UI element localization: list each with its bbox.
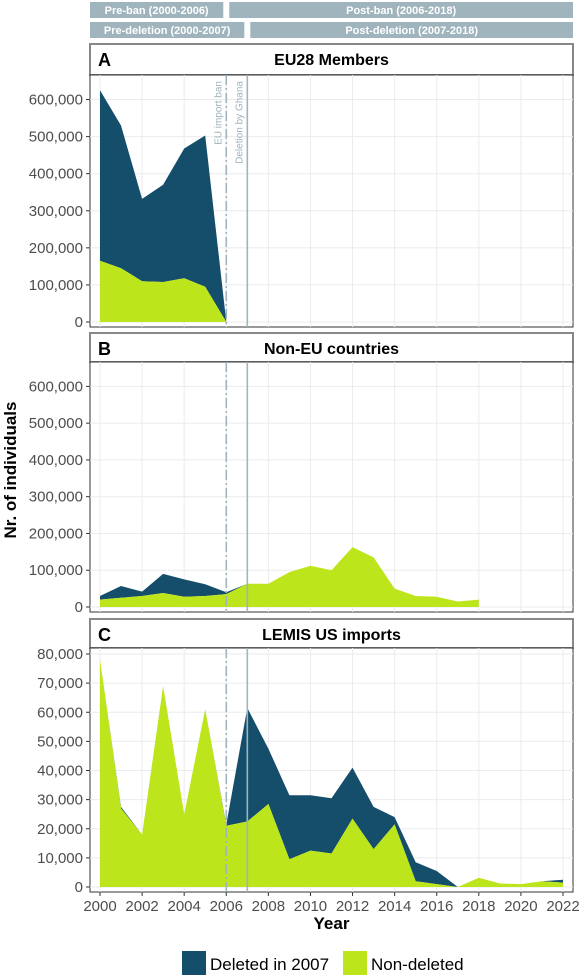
panel-title: EU28 Members bbox=[274, 52, 389, 69]
x-tick-label: 2004 bbox=[167, 898, 200, 915]
y-tick-label: 600,000 bbox=[29, 92, 83, 109]
panel-title: Non-EU countries bbox=[264, 341, 399, 358]
x-tick-label: 2010 bbox=[294, 898, 327, 915]
period-band bbox=[90, 2, 224, 18]
y-tick-label: 300,000 bbox=[29, 489, 83, 506]
y-tick-label: 500,000 bbox=[29, 129, 83, 146]
x-tick-label: 2020 bbox=[504, 898, 537, 915]
y-tick-label: 80,000 bbox=[37, 646, 83, 663]
area-deleted bbox=[100, 90, 227, 322]
y-tick-label: 60,000 bbox=[37, 704, 83, 721]
y-tick-label: 0 bbox=[75, 599, 83, 616]
area-deleted bbox=[100, 659, 563, 887]
legend-swatch-non-deleted bbox=[343, 951, 367, 975]
y-tick-label: 500,000 bbox=[29, 415, 83, 432]
y-tick-label: 200,000 bbox=[29, 240, 83, 257]
x-tick-label: 2000 bbox=[83, 898, 116, 915]
x-axis: 2000 2002 2004 2006 2008 2010 2012 2014 2016 2018… bbox=[83, 892, 580, 915]
x-axis-title: Year bbox=[314, 914, 350, 933]
y-tick-label: 400,000 bbox=[29, 166, 83, 183]
x-tick-label: 2014 bbox=[378, 898, 411, 915]
panel-title: LEMIS US imports bbox=[262, 627, 401, 644]
area-deleted bbox=[100, 547, 479, 602]
period-band bbox=[90, 22, 245, 38]
panel-letter: A bbox=[98, 50, 111, 70]
area-non-deleted bbox=[100, 260, 227, 322]
panel-a: A EU28 Members 0 100,000 200,000 300,000 400,0… bbox=[29, 43, 574, 331]
area-non-deleted bbox=[100, 547, 479, 607]
panel-strip bbox=[89, 618, 574, 649]
y-tick-label: 100,000 bbox=[29, 562, 83, 579]
panels: A EU28 Members 0 100,000 200,000 300,000 400,0… bbox=[29, 43, 574, 896]
y-tick-label: 0 bbox=[75, 314, 83, 331]
y-tick-label: 300,000 bbox=[29, 203, 83, 220]
period-band-label: Pre-ban (2000-2006) bbox=[105, 5, 209, 17]
y-axis-title: Nr. of individuals bbox=[1, 402, 20, 539]
x-tick-label: 2006 bbox=[210, 898, 243, 915]
panel-c: C LEMIS US imports 0 10,000 20,000 30,000 40,0… bbox=[37, 618, 574, 896]
x-tick-label: 2022 bbox=[546, 898, 579, 915]
legend: Deleted in 2007 Non-deleted bbox=[182, 951, 464, 975]
panel-letter: C bbox=[98, 625, 111, 645]
y-tick-label: 400,000 bbox=[29, 452, 83, 469]
x-tick-label: 2008 bbox=[252, 898, 285, 915]
import-ban-label: EU import ban bbox=[213, 81, 224, 145]
y-tick-label: 100,000 bbox=[29, 277, 83, 294]
y-tick-label: 50,000 bbox=[37, 733, 83, 750]
legend-label-non-deleted: Non-deleted bbox=[371, 955, 464, 974]
y-tick-label: 70,000 bbox=[37, 675, 83, 692]
panel-strip bbox=[89, 43, 574, 76]
deletion-line-label: Deletion by Ghana bbox=[234, 81, 245, 164]
y-tick-label: 30,000 bbox=[37, 792, 83, 809]
area-non-deleted bbox=[100, 659, 563, 887]
y-tick-label: 10,000 bbox=[37, 850, 83, 867]
y-tick-label: 20,000 bbox=[37, 821, 83, 838]
panel-strip bbox=[89, 332, 574, 363]
panel-letter: B bbox=[98, 339, 111, 359]
period-bands: Pre-ban (2000-2006) Post-ban (2006-2018) P… bbox=[90, 2, 574, 38]
period-band bbox=[250, 22, 573, 38]
legend-label-deleted: Deleted in 2007 bbox=[210, 955, 329, 974]
y-tick-label: 40,000 bbox=[37, 763, 83, 780]
legend-swatch-deleted bbox=[182, 951, 206, 975]
x-tick-label: 2018 bbox=[462, 898, 495, 915]
y-tick-label: 0 bbox=[75, 879, 83, 896]
period-band-label: Post-ban (2006-2018) bbox=[346, 5, 456, 17]
y-tick-label: 600,000 bbox=[29, 378, 83, 395]
y-tick-label: 200,000 bbox=[29, 525, 83, 542]
panel-b: B Non-EU countries 0 100,000 200,000 300,000 4… bbox=[29, 332, 574, 616]
period-band-label: Post-deletion (2007-2018) bbox=[345, 25, 478, 37]
x-tick-label: 2016 bbox=[420, 898, 453, 915]
x-tick-label: 2012 bbox=[336, 898, 369, 915]
period-band-label: Pre-deletion (2000-2007) bbox=[104, 25, 231, 37]
period-band bbox=[229, 2, 574, 18]
x-tick-label: 2002 bbox=[125, 898, 158, 915]
